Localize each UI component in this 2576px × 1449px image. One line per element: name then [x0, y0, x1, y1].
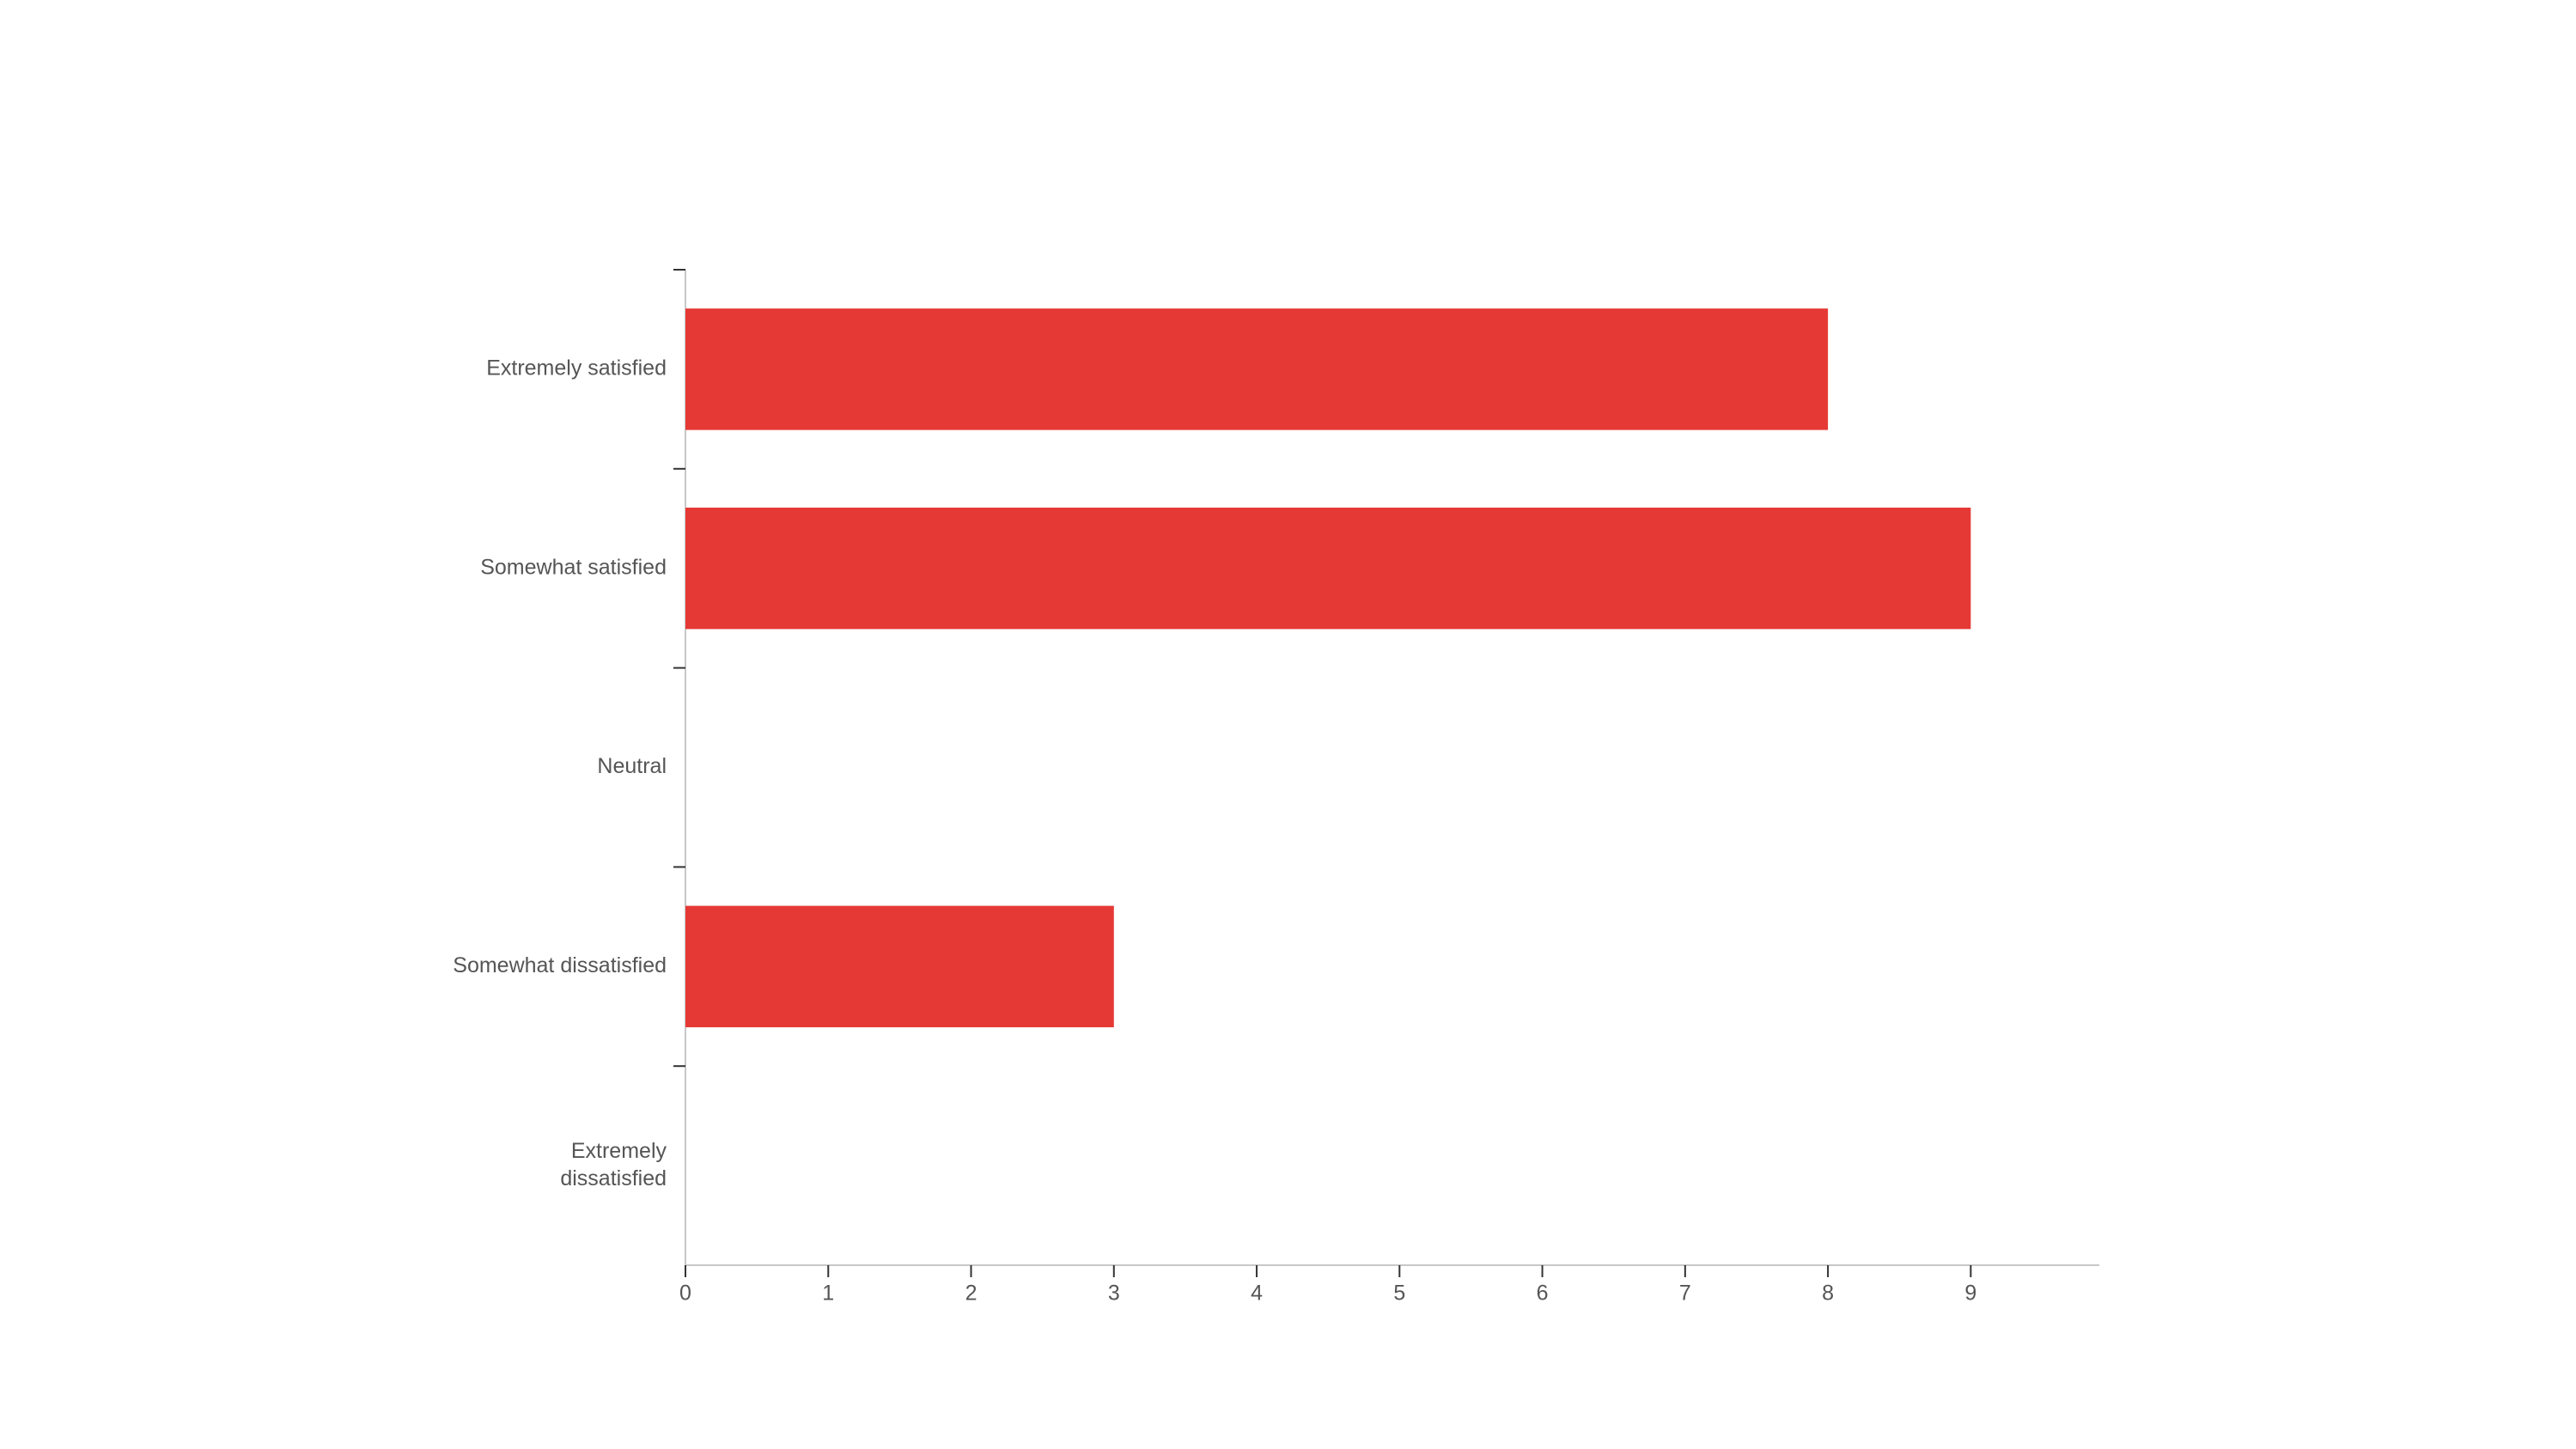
x-tick-label: 0 [679, 1282, 691, 1306]
x-tick-label: 1 [822, 1282, 834, 1306]
y-tick-label: Somewhat satisfied [480, 555, 667, 579]
x-tick-label: 2 [965, 1282, 977, 1306]
x-tick-label: 4 [1251, 1282, 1263, 1306]
x-tick-label: 3 [1108, 1282, 1120, 1306]
x-tick-label: 5 [1393, 1282, 1405, 1306]
x-tick-label: 7 [1679, 1282, 1691, 1306]
x-tick-label: 6 [1537, 1282, 1549, 1306]
bar [685, 905, 1114, 1027]
x-tick-label: 9 [1964, 1282, 1976, 1306]
x-tick-label: 8 [1822, 1282, 1834, 1306]
bar [685, 308, 1829, 430]
y-tick-label: Somewhat dissatisfied [453, 953, 667, 977]
y-tick-label: Extremely dissatisfied [560, 1139, 667, 1190]
y-tick-label: Neutral [597, 754, 667, 778]
y-tick-label: Extremely satisfied [486, 356, 667, 381]
bar [685, 508, 1971, 630]
